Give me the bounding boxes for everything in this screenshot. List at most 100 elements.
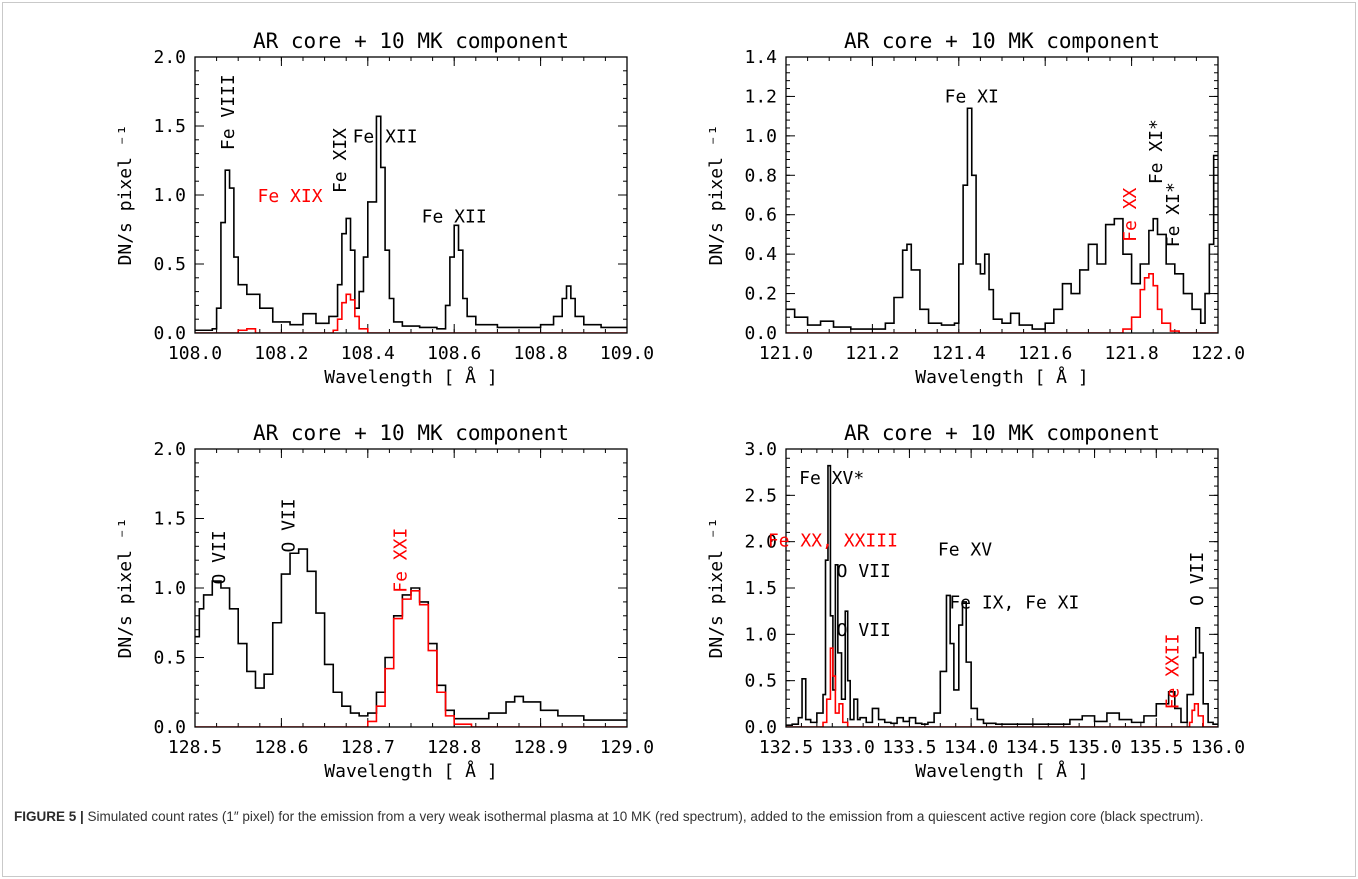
plot-frame: [785, 56, 1219, 334]
line-annotation: O VII: [837, 620, 891, 641]
series-line-core: [195, 548, 627, 722]
y-axis-label: DN/s pixel ⁻¹: [706, 125, 727, 266]
line-annotation: O VII: [837, 561, 891, 582]
y-tick-label: 0.6: [744, 205, 777, 226]
x-tick-label: 108.8: [514, 343, 568, 364]
line-annotation: O VII: [1187, 552, 1208, 606]
chart-title: AR core + 10 MK component: [253, 29, 569, 53]
x-tick-label: 136.0: [1191, 737, 1245, 758]
y-tick-label: 2.0: [153, 439, 186, 460]
y-tick-label: 2.0: [153, 47, 186, 68]
x-tick-label: 122.0: [1191, 343, 1245, 364]
line-annotation: Fe XV: [938, 540, 992, 561]
chart-title: AR core + 10 MK component: [844, 421, 1160, 445]
chart-panel-2: AR core + 10 MK component 121.0 121.2 121.4…: [706, 29, 1245, 388]
y-tick-label: 1.5: [744, 578, 777, 599]
line-annotation: Fe XIX: [258, 186, 323, 207]
figure-caption: FIGURE 5 | Simulated count rates (1″ pix…: [14, 806, 1334, 827]
plot-frame: [785, 448, 1219, 728]
x-axis-label: Wavelength [ Å ]: [324, 366, 497, 388]
y-axis-label: DN/s pixel ⁻¹: [115, 518, 136, 659]
chart-title: AR core + 10 MK component: [844, 29, 1160, 53]
line-annotation: Fe XII: [353, 127, 418, 148]
x-tick-label: 128.5: [168, 737, 222, 758]
y-tick-label: 0.5: [153, 648, 186, 669]
x-tick-label: 121.0: [759, 343, 813, 364]
x-tick-label: 121.4: [932, 343, 986, 364]
y-tick-label: 1.2: [744, 86, 777, 107]
series-line-hot: [195, 293, 627, 333]
y-tick-label: 0.0: [153, 717, 186, 738]
series-line-core: [195, 115, 627, 332]
line-annotation: Fe XX, XXIII: [768, 530, 898, 551]
chart-title: AR core + 10 MK component: [253, 421, 569, 445]
x-tick-label: 132.5: [759, 737, 813, 758]
y-tick-label: 1.4: [744, 47, 777, 68]
y-axis-label: DN/s pixel ⁻¹: [115, 125, 136, 266]
x-tick-label: 134.5: [1006, 737, 1060, 758]
x-tick-label: 134.0: [944, 737, 998, 758]
y-tick-label: 0.5: [153, 254, 186, 275]
caption-label: FIGURE 5 |: [14, 809, 84, 824]
line-annotation: O VII: [209, 530, 230, 584]
line-annotation: Fe XI*: [1146, 119, 1167, 184]
series-line-core: [786, 107, 1218, 330]
y-tick-label: 1.0: [153, 185, 186, 206]
y-tick-label: 0.8: [744, 165, 777, 186]
y-tick-label: 1.5: [153, 509, 186, 530]
line-annotation: Fe XXI: [391, 528, 412, 593]
x-axis-label: Wavelength [ Å ]: [324, 760, 497, 782]
line-annotation: Fe XII: [422, 207, 487, 228]
chart-panel-4: AR core + 10 MK component 132.5 133.0 133.5…: [706, 421, 1245, 782]
line-annotation: Fe IX, Fe XI: [949, 592, 1079, 613]
y-tick-label: 2.5: [744, 485, 777, 506]
plot-frame: [194, 56, 628, 334]
line-annotation: Fe XXII: [1163, 633, 1184, 709]
plot-frame: [194, 448, 628, 728]
y-tick-label: 1.0: [153, 578, 186, 599]
x-tick-label: 121.2: [845, 343, 899, 364]
x-tick-label: 108.4: [341, 343, 395, 364]
line-annotation: O VII: [278, 498, 299, 552]
x-tick-label: 135.0: [1067, 737, 1121, 758]
x-tick-label: 133.5: [882, 737, 936, 758]
chart-panel-3: AR core + 10 MK component 128.5 128.6 128.7…: [115, 421, 654, 782]
x-tick-label: 129.0: [600, 737, 654, 758]
line-annotation: Fe XI*: [1163, 182, 1184, 247]
y-tick-label: 3.0: [744, 439, 777, 460]
series-line-hot: [195, 589, 627, 727]
x-tick-label: 121.8: [1105, 343, 1159, 364]
y-tick-label: 0.5: [744, 671, 777, 692]
line-annotation: Fe XX: [1120, 187, 1141, 241]
x-tick-label: 121.6: [1018, 343, 1072, 364]
y-axis-label: DN/s pixel ⁻¹: [706, 518, 727, 659]
chart-panel-1: AR core + 10 MK component 108.0 108.2 108.4…: [115, 29, 654, 388]
x-tick-label: 133.0: [821, 737, 875, 758]
x-tick-label: 109.0: [600, 343, 654, 364]
caption-text: Simulated count rates (1″ pixel) for the…: [83, 809, 1204, 824]
y-tick-label: 2.0: [744, 532, 777, 553]
series-line-hot: [786, 273, 1218, 333]
x-tick-label: 128.6: [254, 737, 308, 758]
y-tick-label: 0.0: [744, 323, 777, 344]
y-tick-label: 1.0: [744, 126, 777, 147]
y-tick-label: 0.0: [153, 323, 186, 344]
y-tick-label: 0.2: [744, 284, 777, 305]
x-tick-label: 128.9: [514, 737, 568, 758]
line-annotation: Fe XIX: [330, 128, 351, 193]
x-tick-label: 135.5: [1129, 737, 1183, 758]
charts-svg: AR core + 10 MK component 108.0 108.2 108.4…: [115, 29, 1245, 782]
series-line-hot: [786, 647, 1218, 727]
line-annotation: Fe XI: [945, 86, 999, 107]
series-line-core: [786, 464, 1218, 726]
x-tick-label: 108.2: [254, 343, 308, 364]
y-tick-label: 1.0: [744, 624, 777, 645]
x-tick-label: 108.0: [168, 343, 222, 364]
x-tick-label: 128.7: [341, 737, 395, 758]
y-tick-label: 0.4: [744, 244, 777, 265]
x-axis-label: Wavelength [ Å ]: [915, 760, 1088, 782]
x-tick-label: 108.6: [427, 343, 481, 364]
y-tick-label: 1.5: [153, 116, 186, 137]
x-axis-label: Wavelength [ Å ]: [915, 366, 1088, 388]
